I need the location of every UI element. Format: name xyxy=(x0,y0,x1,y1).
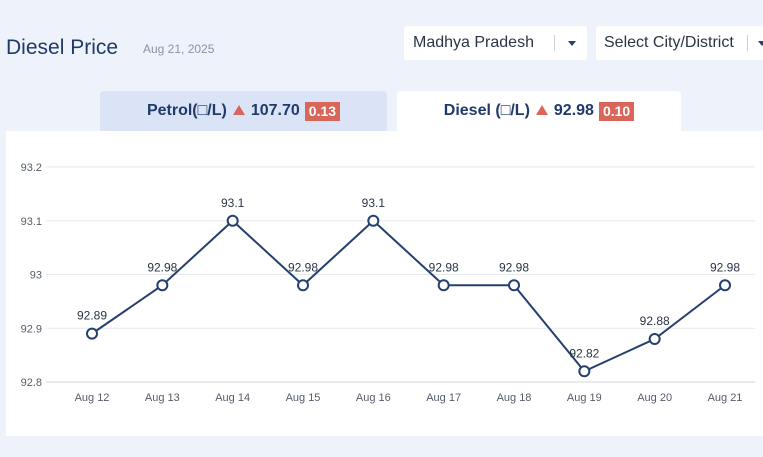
tab-petrol-price: 107.70 xyxy=(250,102,300,119)
x-tick-label: Aug 12 xyxy=(75,392,110,404)
tab-diesel-change-badge: 0.10 xyxy=(598,101,635,121)
select-divider xyxy=(554,35,555,51)
state-select[interactable]: Madhya Pradesh xyxy=(404,26,587,60)
data-label: 93.1 xyxy=(221,196,245,210)
data-point xyxy=(508,279,520,292)
x-tick-label: Aug 21 xyxy=(708,392,743,404)
chevron-down-icon[interactable] xyxy=(758,41,763,46)
x-tick-label: Aug 20 xyxy=(637,392,672,404)
y-tick-label: 92.9 xyxy=(21,323,42,335)
x-tick-label: Aug 15 xyxy=(286,392,321,404)
x-tick-label: Aug 14 xyxy=(215,392,250,404)
state-select-value: Madhya Pradesh xyxy=(413,34,534,51)
price-date: Aug 21, 2025 xyxy=(143,42,215,56)
data-point xyxy=(719,279,731,292)
data-point xyxy=(578,365,591,378)
tab-petrol-change-badge: 0.13 xyxy=(304,101,341,121)
chevron-down-icon[interactable] xyxy=(568,41,576,46)
data-label: 92.98 xyxy=(147,260,177,274)
price-line-chart: 93.2 93.1 93 92.9 92.8 Aug 12 Aug 13 Aug 14 Aug … xyxy=(21,162,755,404)
page-title: Diesel Price xyxy=(6,36,119,59)
x-tick-label: Aug 13 xyxy=(145,392,180,404)
tab-diesel-label: Diesel (□/L) xyxy=(443,102,530,119)
data-label: 92.98 xyxy=(499,260,529,274)
data-point xyxy=(648,333,661,345)
data-label: 92.98 xyxy=(710,260,740,274)
tab-petrol[interactable]: Petrol(□/L) 107.70 0.13 xyxy=(100,91,387,131)
x-tick-label: Aug 16 xyxy=(356,392,391,404)
data-label: 93.1 xyxy=(362,196,386,210)
data-point xyxy=(226,214,239,227)
tab-diesel[interactable]: Diesel (□/L) 92.98 0.10 xyxy=(397,91,681,131)
x-tick-label: Aug 18 xyxy=(497,392,532,404)
city-select[interactable]: Select City/District xyxy=(596,26,763,60)
data-label: 92.82 xyxy=(569,346,599,360)
data-point xyxy=(86,327,98,340)
x-tick-label: Aug 19 xyxy=(567,392,602,404)
series-line xyxy=(91,219,726,373)
data-point xyxy=(297,279,309,292)
x-tick-label: Aug 17 xyxy=(426,392,461,404)
data-label: 92.98 xyxy=(429,260,459,274)
city-select-placeholder: Select City/District xyxy=(604,34,734,51)
price-up-icon xyxy=(535,105,548,115)
price-up-icon xyxy=(232,105,245,115)
data-point xyxy=(367,214,380,227)
y-tick-label: 93.1 xyxy=(21,216,42,228)
y-tick-label: 93.2 xyxy=(21,162,42,174)
data-label: 92.98 xyxy=(288,260,318,274)
y-tick-label: 93 xyxy=(30,270,42,282)
tab-petrol-label: Petrol(□/L) xyxy=(146,102,227,119)
tab-diesel-price: 92.98 xyxy=(553,102,594,119)
y-tick-label: 92.8 xyxy=(21,377,42,389)
data-point xyxy=(437,279,450,292)
data-point xyxy=(156,279,169,292)
data-label: 92.88 xyxy=(640,314,670,328)
data-label: 92.89 xyxy=(77,309,107,323)
price-chart-panel: 93.2 93.1 93 92.9 92.8 Aug 12 Aug 13 Aug 14 Aug … xyxy=(6,131,763,436)
select-divider xyxy=(747,35,748,51)
